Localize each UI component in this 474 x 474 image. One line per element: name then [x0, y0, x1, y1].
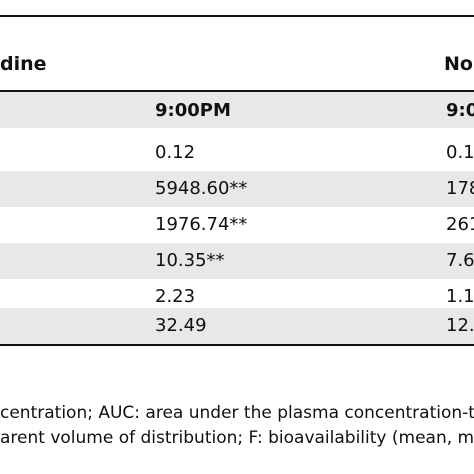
- table-row: 10.35** 7.64: [0, 243, 474, 279]
- table-cell: 12.1: [446, 315, 474, 336]
- table-cell: 5948.60**: [155, 178, 248, 199]
- table-bottom-rule: [0, 344, 474, 346]
- table-cell: 10.35**: [155, 250, 225, 271]
- subheader-band: [0, 92, 474, 128]
- table-cell: 178: [446, 178, 474, 199]
- table-cell: 1976.74**: [155, 214, 248, 235]
- group-header-left: dine: [0, 53, 47, 75]
- table-top-rule: [0, 15, 474, 17]
- table-cell: 7.64: [446, 250, 474, 271]
- table-cell: 0.12: [155, 142, 196, 163]
- group-header-right: No: [444, 53, 473, 75]
- header-divider-rule: [0, 90, 474, 92]
- table-row: 0.12 0.18: [0, 135, 474, 171]
- table-cell: 32.49: [155, 315, 207, 336]
- table-cell: 2.23: [155, 286, 196, 307]
- table-row: 32.49 12.1: [0, 308, 474, 344]
- column-header-time-2: 9:0: [446, 100, 474, 121]
- footnote-line-1: centration; AUC: area under the plasma c…: [0, 403, 474, 423]
- footnote-line-2: arent volume of distribution; F: bioavai…: [0, 428, 474, 448]
- table-cell: 1.10: [446, 286, 474, 307]
- table-row: 2.23 1.10: [0, 279, 474, 315]
- table-row: 1976.74** 261: [0, 207, 474, 243]
- column-header-time-1: 9:00PM: [155, 100, 231, 121]
- table-cell: 261: [446, 214, 474, 235]
- table-row: 5948.60** 178: [0, 171, 474, 207]
- table-cell: 0.18: [446, 142, 474, 163]
